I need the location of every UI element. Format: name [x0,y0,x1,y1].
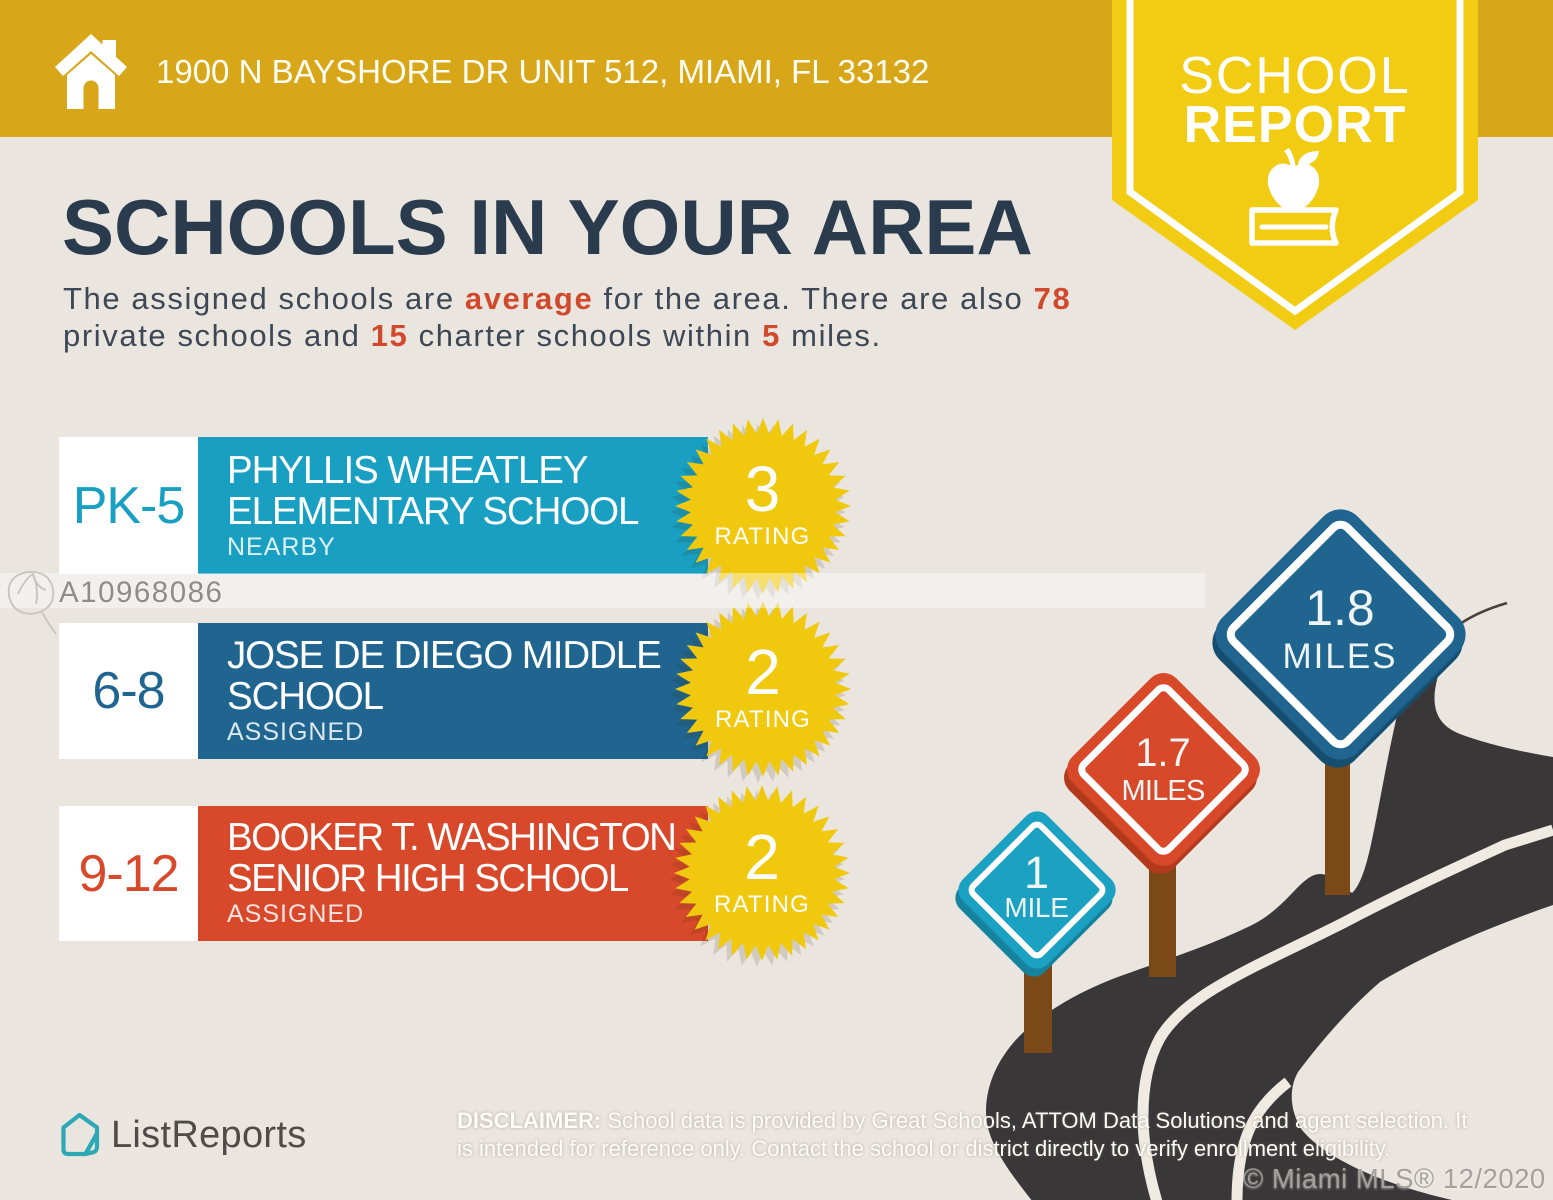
svg-text:REPORT: REPORT [1184,96,1407,154]
svg-text:SCHOOL: SCHOOL [1179,47,1411,105]
